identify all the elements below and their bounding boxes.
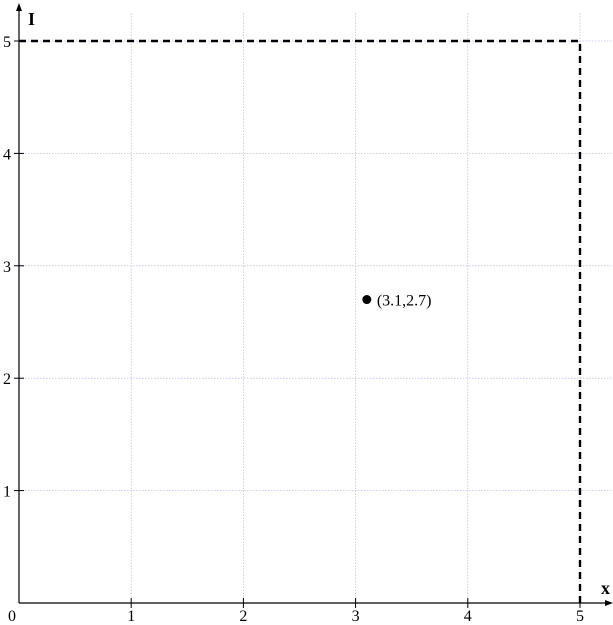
- x-axis-arrow: [605, 600, 613, 606]
- x-tick-label-1: 1: [127, 608, 135, 625]
- origin-label: 0: [8, 608, 16, 625]
- y-tick-label-4: 4: [3, 146, 11, 163]
- y-tick-label-2: 2: [3, 371, 11, 388]
- y-tick-label-3: 3: [3, 259, 11, 276]
- grid: [19, 12, 613, 603]
- x-tick-label-4: 4: [464, 608, 472, 625]
- bounds: [19, 39, 582, 603]
- ticks: 1 2 3 4 5 1 2 3 4 5: [3, 34, 584, 625]
- x-tick-label-5: 5: [576, 608, 584, 625]
- x-axis-label: x: [601, 578, 610, 598]
- x-tick-label-2: 2: [239, 608, 247, 625]
- y-tick-label-1: 1: [3, 484, 11, 501]
- points: (3.1,2.7): [362, 293, 431, 310]
- y-tick-label-5: 5: [3, 34, 11, 51]
- data-point: [362, 295, 372, 305]
- data-point-label: (3.1,2.7): [377, 293, 432, 310]
- y-axis-label: I: [28, 9, 35, 29]
- y-axis-arrow: [16, 3, 22, 11]
- x-tick-label-3: 3: [352, 608, 360, 625]
- axes: I x 0: [8, 3, 613, 625]
- boundary-dashed-line: [19, 39, 582, 603]
